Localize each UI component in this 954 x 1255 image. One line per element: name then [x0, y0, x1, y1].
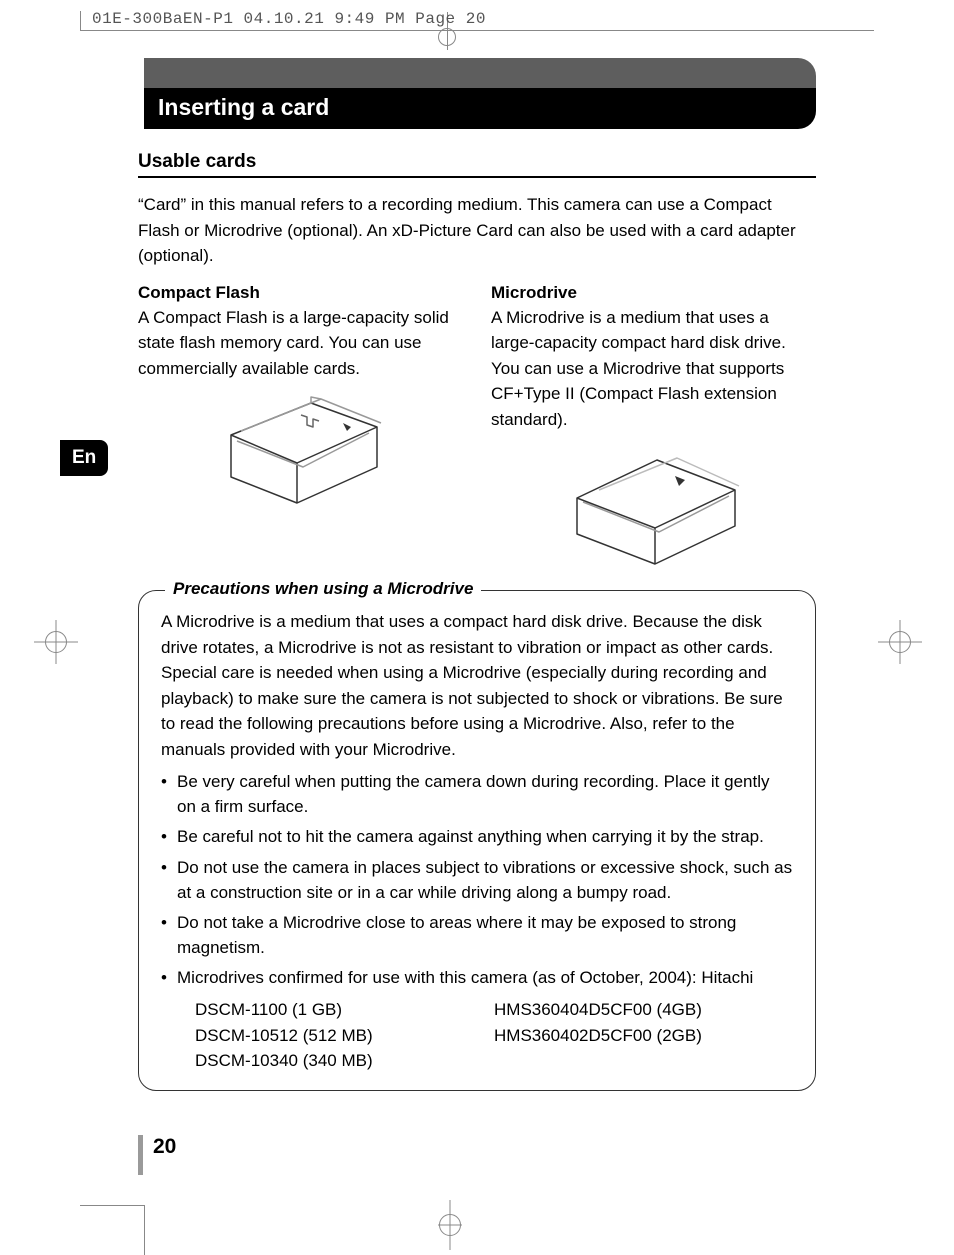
precautions-title: Precautions when using a Microdrive: [165, 579, 481, 599]
page-title: Inserting a card: [144, 88, 816, 129]
page-number: 20: [153, 1135, 176, 1159]
page-number-wrap: 20: [138, 1135, 176, 1175]
print-header: 01E-300BaEN-P1 04.10.21 9:49 PM Page 20: [80, 0, 874, 30]
drive-model: DSCM-10512 (512 MB): [195, 1023, 494, 1049]
drive-model: DSCM-10340 (340 MB): [195, 1048, 494, 1074]
language-tab: En: [60, 440, 108, 476]
precautions-item: Be careful not to hit the camera against…: [161, 825, 793, 850]
microdrive-models-right: HMS360404D5CF00 (4GB) HMS360402D5CF00 (2…: [494, 997, 793, 1074]
microdrive-body: A Microdrive is a medium that uses a lar…: [491, 305, 816, 433]
microdrive-models: DSCM-1100 (1 GB) DSCM-10512 (512 MB) DSC…: [195, 997, 793, 1074]
compact-flash-column: Compact Flash A Compact Flash is a large…: [138, 283, 463, 567]
precautions-list: Be very careful when putting the camera …: [161, 770, 793, 991]
precautions-body: A Microdrive is a medium that uses a com…: [161, 609, 793, 762]
microdrive-heading: Microdrive: [491, 283, 816, 303]
microdrive-models-left: DSCM-1100 (1 GB) DSCM-10512 (512 MB) DSC…: [195, 997, 494, 1074]
precautions-item: Be very careful when putting the camera …: [161, 770, 793, 819]
microdrive-column: Microdrive A Microdrive is a medium that…: [491, 283, 816, 567]
registration-mark-right: [878, 620, 922, 664]
drive-model: HMS360404D5CF00 (4GB): [494, 997, 793, 1023]
card-types-columns: Compact Flash A Compact Flash is a large…: [138, 283, 816, 567]
precautions-box: Precautions when using a Microdrive A Mi…: [138, 590, 816, 1091]
compact-flash-illustration: [211, 395, 391, 525]
precautions-item: Microdrives confirmed for use with this …: [161, 966, 793, 991]
compact-flash-body: A Compact Flash is a large-capacity soli…: [138, 305, 463, 382]
section-heading: Usable cards: [138, 151, 816, 178]
precautions-item: Do not use the camera in places subject …: [161, 856, 793, 905]
intro-paragraph: “Card” in this manual refers to a record…: [138, 192, 816, 269]
drive-model: HMS360402D5CF00 (2GB): [494, 1023, 793, 1049]
precautions-item: Do not take a Microdrive close to areas …: [161, 911, 793, 960]
header-gray-bar: [144, 58, 816, 88]
registration-mark-left: [34, 620, 78, 664]
microdrive-illustration: [559, 446, 749, 566]
compact-flash-heading: Compact Flash: [138, 283, 463, 303]
drive-model: DSCM-1100 (1 GB): [195, 997, 494, 1023]
